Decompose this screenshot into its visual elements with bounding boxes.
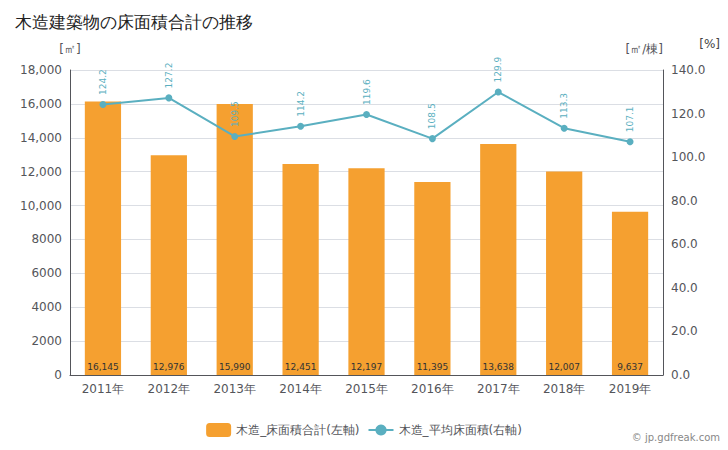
svg-text:0.0: 0.0: [671, 368, 690, 382]
svg-text:12,976: 12,976: [153, 362, 185, 372]
svg-text:[㎡/棟]: [㎡/棟]: [626, 42, 663, 56]
svg-text:12,007: 12,007: [548, 362, 580, 372]
svg-text:2011年: 2011年: [82, 382, 125, 396]
svg-text:107.1: 107.1: [625, 106, 635, 132]
svg-text:119.6: 119.6: [362, 79, 372, 105]
svg-text:8000: 8000: [31, 232, 62, 246]
svg-text:129.9: 129.9: [493, 56, 503, 82]
svg-text:16,000: 16,000: [20, 97, 62, 111]
svg-text:4000: 4000: [31, 300, 62, 314]
svg-text:114.2: 114.2: [296, 91, 306, 117]
svg-text:2012年: 2012年: [148, 382, 191, 396]
svg-text:2000: 2000: [31, 334, 62, 348]
svg-text:2016年: 2016年: [411, 382, 454, 396]
svg-text:12,451: 12,451: [285, 362, 317, 372]
svg-text:[%]: [%]: [699, 37, 720, 51]
svg-text:113.3: 113.3: [559, 93, 569, 119]
svg-text:109.5: 109.5: [230, 101, 240, 127]
svg-text:108.5: 108.5: [427, 103, 437, 129]
svg-text:10,000: 10,000: [20, 199, 62, 213]
svg-text:12,197: 12,197: [351, 362, 383, 372]
svg-text:2019年: 2019年: [609, 382, 652, 396]
svg-text:100.0: 100.0: [671, 150, 705, 164]
svg-text:木造_平均床面積(右軸): 木造_平均床面積(右軸): [399, 423, 522, 437]
svg-text:2018年: 2018年: [543, 382, 586, 396]
svg-text:© jp.gdfreak.com: © jp.gdfreak.com: [632, 432, 720, 443]
svg-text:80.0: 80.0: [671, 194, 698, 208]
svg-text:40.0: 40.0: [671, 281, 698, 295]
svg-text:14,000: 14,000: [20, 131, 62, 145]
svg-text:127.2: 127.2: [164, 63, 174, 89]
svg-text:木造_床面積合計(左軸): 木造_床面積合計(左軸): [236, 423, 359, 437]
svg-text:2014年: 2014年: [279, 382, 322, 396]
svg-text:2017年: 2017年: [477, 382, 520, 396]
svg-text:20.0: 20.0: [671, 324, 698, 338]
svg-text:9,637: 9,637: [617, 362, 643, 372]
svg-text:[㎡]: [㎡]: [59, 42, 80, 56]
svg-text:11,395: 11,395: [417, 362, 449, 372]
svg-text:0: 0: [54, 368, 62, 382]
svg-text:18,000: 18,000: [20, 63, 62, 77]
svg-text:2013年: 2013年: [213, 382, 256, 396]
svg-text:12,000: 12,000: [20, 165, 62, 179]
svg-text:木造建築物の床面積合計の推移: 木造建築物の床面積合計の推移: [15, 12, 253, 32]
svg-text:15,990: 15,990: [219, 362, 251, 372]
svg-text:124.2: 124.2: [98, 69, 108, 95]
svg-text:6000: 6000: [31, 266, 62, 280]
svg-text:16,145: 16,145: [87, 362, 119, 372]
svg-text:140.0: 140.0: [671, 63, 705, 77]
svg-text:60.0: 60.0: [671, 237, 698, 251]
svg-text:2015年: 2015年: [345, 382, 388, 396]
svg-text:13,638: 13,638: [483, 362, 515, 372]
svg-text:120.0: 120.0: [671, 107, 705, 121]
